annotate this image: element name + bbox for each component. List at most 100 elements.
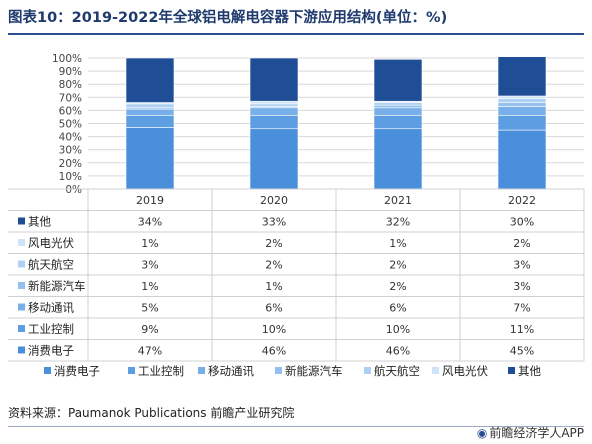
- table-legend-swatch: [18, 346, 25, 354]
- bar-segment: [497, 102, 547, 107]
- bar-segment: [497, 95, 547, 99]
- bar-segment: [373, 104, 423, 109]
- legend-label: 航天航空: [374, 364, 420, 378]
- bar-segment: [125, 127, 175, 190]
- y-tick-label: 60%: [59, 105, 82, 117]
- table-series-name: 其他: [28, 215, 51, 229]
- table-value: 6%: [389, 302, 406, 315]
- table-value: 1%: [141, 237, 158, 250]
- y-tick-label: 90%: [59, 66, 82, 78]
- legend-swatch: [275, 367, 282, 374]
- bar-segment: [373, 59, 423, 102]
- table-value: 46%: [262, 345, 286, 358]
- table-value: 46%: [386, 345, 410, 358]
- table-value: 30%: [510, 216, 534, 229]
- bar-segment: [373, 102, 423, 106]
- bar-segment: [497, 115, 547, 131]
- bar-segment: [125, 57, 175, 103]
- table-value: 1%: [389, 237, 406, 250]
- table-legend-swatch: [18, 282, 25, 289]
- y-tick-label: 50%: [59, 119, 82, 131]
- table-series-name: 移动通讯: [28, 301, 74, 315]
- table-value: 2%: [389, 259, 406, 272]
- bar-segment: [497, 106, 547, 116]
- bar-segment: [125, 108, 175, 116]
- source-note: 资料来源：Paumanok Publications 前瞻产业研究院: [8, 406, 295, 420]
- y-tick-label: 0%: [65, 184, 82, 196]
- x-tick-label: 2019: [136, 194, 164, 207]
- title-underline: [8, 33, 584, 35]
- table-value: 45%: [510, 345, 534, 358]
- footer-divider: [8, 426, 584, 427]
- table-value: 2%: [389, 280, 406, 293]
- legend-swatch: [508, 367, 515, 374]
- table-value: 10%: [262, 323, 286, 336]
- bar-segment: [249, 100, 299, 105]
- legend-label: 移动通讯: [208, 364, 254, 378]
- bar-segment: [249, 107, 299, 116]
- bar-segment: [497, 98, 547, 103]
- table-value: 5%: [141, 302, 158, 315]
- legend-label: 其他: [518, 364, 541, 378]
- table-series-name: 新能源汽车: [28, 279, 86, 293]
- bar-segment: [373, 107, 423, 116]
- table-value: 3%: [513, 259, 530, 272]
- table-value: 7%: [513, 302, 530, 315]
- x-tick-label: 2022: [508, 194, 536, 207]
- legend-swatch: [432, 367, 439, 374]
- table-series-name: 工业控制: [28, 322, 74, 336]
- legend-swatch: [198, 367, 205, 374]
- legend-swatch: [44, 367, 51, 374]
- table-legend-swatch: [18, 217, 25, 225]
- bar-segment: [497, 56, 547, 97]
- x-tick-label: 2020: [260, 194, 288, 207]
- table-value: 1%: [141, 280, 158, 293]
- bar-segment: [373, 115, 423, 130]
- x-tick-label: 2021: [384, 194, 412, 207]
- table-series-name: 消费电子: [28, 344, 74, 358]
- legend-label: 新能源汽车: [285, 364, 343, 378]
- table-value: 2%: [265, 237, 282, 250]
- y-tick-label: 20%: [59, 158, 82, 170]
- bar-segment: [497, 129, 547, 190]
- table-value: 1%: [265, 280, 282, 293]
- chart: 0%10%20%30%40%50%60%70%80%90%100%2019 202…: [8, 53, 585, 378]
- table-legend-swatch: [18, 303, 25, 311]
- y-tick-label: 80%: [59, 79, 82, 91]
- chart-title: 图表10：2019-2022年全球铝电解电容器下游应用结构(单位：%): [8, 10, 448, 26]
- y-tick-label: 100%: [52, 53, 82, 65]
- bar-segment: [125, 103, 175, 109]
- table-value: 2%: [265, 259, 282, 272]
- table-value: 6%: [265, 302, 282, 315]
- table-value: 2%: [513, 237, 530, 250]
- table-value: 9%: [141, 323, 158, 336]
- y-tick-label: 40%: [59, 132, 82, 144]
- y-tick-label: 70%: [59, 92, 82, 104]
- legend-swatch: [364, 367, 371, 374]
- table-legend-swatch: [18, 325, 25, 332]
- legend-label: 消费电子: [54, 364, 100, 378]
- table-value: 34%: [138, 216, 162, 229]
- legend-label: 风电光伏: [442, 364, 488, 378]
- bar-segment: [125, 115, 175, 128]
- table-series-name: 风电光伏: [28, 236, 74, 250]
- table-value: 3%: [513, 280, 530, 293]
- bar-segment: [249, 115, 299, 130]
- table-value: 10%: [386, 323, 410, 336]
- brand-text: 前瞻经济学人APP: [489, 426, 584, 440]
- table-value: 11%: [510, 323, 534, 336]
- brand-logo-icon: ◉: [476, 426, 488, 440]
- table-legend-swatch: [18, 260, 25, 268]
- table-value: 33%: [262, 216, 286, 229]
- brand-mark: ◉ 前瞻经济学人APP: [477, 424, 584, 441]
- bar-segment: [249, 103, 299, 107]
- table-legend-swatch: [18, 239, 25, 246]
- table-value: 32%: [386, 216, 410, 229]
- legend-swatch: [128, 367, 135, 374]
- y-tick-label: 10%: [59, 171, 82, 183]
- legend-label: 工业控制: [138, 364, 184, 378]
- y-tick-label: 30%: [59, 145, 82, 157]
- bar-segment: [373, 128, 423, 190]
- bar-segment: [249, 57, 299, 102]
- bar-segment: [249, 128, 299, 190]
